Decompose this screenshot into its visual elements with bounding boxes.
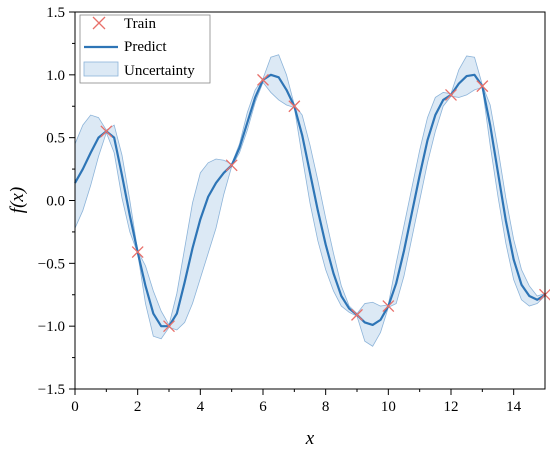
- train-point: [476, 80, 489, 93]
- legend-train-marker: [92, 16, 106, 30]
- predict-line: [74, 73, 546, 328]
- x-axis-title: x: [305, 428, 315, 449]
- train-point: [163, 320, 175, 333]
- y-axis-title: f(x): [7, 187, 28, 213]
- x-tick-label: 14: [506, 399, 522, 415]
- y-tick-label: −0.5: [38, 256, 65, 272]
- y-tick-label: 0.5: [46, 131, 65, 147]
- y-tick-label: 0.0: [46, 194, 65, 210]
- train-marker-layer: [100, 73, 550, 333]
- x-tick-label: 12: [444, 399, 459, 415]
- uncertainty-band-layer: [74, 54, 546, 347]
- legend: Train Predict Uncertainty: [79, 14, 211, 84]
- x-tick-label: 0: [71, 399, 79, 415]
- train-point: [100, 125, 113, 138]
- train-point: [257, 73, 269, 86]
- train-point: [225, 159, 238, 172]
- x-tick-label: 10: [381, 399, 396, 415]
- train-point: [382, 300, 395, 313]
- axis-ticks: 0 2 4 6 8 10 12 14 −1.5 −1.0 −0.5 0.0 0.5 1.0 1.5: [38, 5, 522, 415]
- legend-uncertainty-swatch: [83, 61, 119, 77]
- legend-item-uncertainty: Uncertainty: [83, 61, 195, 79]
- y-tick-label: −1.5: [38, 382, 65, 398]
- legend-item-train: Train: [92, 16, 156, 32]
- x-tick-label: 6: [259, 399, 267, 415]
- train-point: [288, 100, 301, 113]
- legend-uncertainty-label: Uncertainty: [124, 63, 195, 79]
- train-point: [445, 88, 457, 101]
- x-tick-label: 2: [134, 399, 142, 415]
- x-tick-label: 8: [322, 399, 330, 415]
- legend-predict-label: Predict: [124, 39, 167, 55]
- legend-train-label: Train: [124, 16, 156, 32]
- y-tick-label: 1.0: [46, 68, 65, 84]
- x-tick-label: 4: [197, 399, 205, 415]
- train-point: [351, 308, 363, 321]
- legend-item-predict: Predict: [84, 39, 167, 55]
- uncertainty-band: [74, 54, 546, 347]
- y-tick-label: −1.0: [38, 319, 65, 335]
- y-tick-label: 1.5: [46, 5, 65, 21]
- train-point: [131, 246, 144, 258]
- predict-line-layer: [74, 73, 546, 328]
